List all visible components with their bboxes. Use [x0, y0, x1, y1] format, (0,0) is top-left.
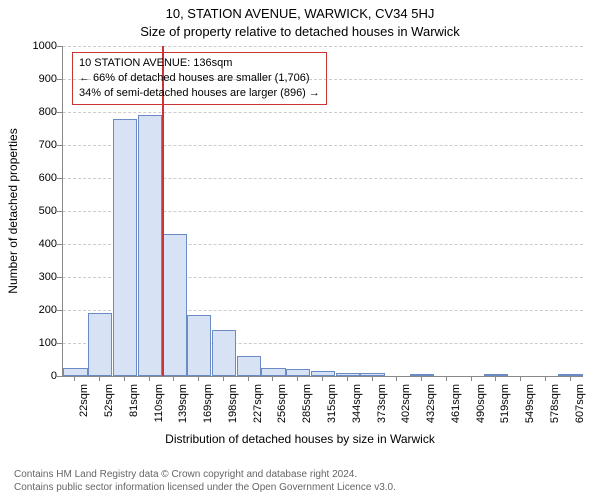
histogram-bar	[162, 234, 186, 376]
y-tick-mark	[57, 46, 62, 47]
x-tick-mark	[446, 376, 447, 381]
x-tick-label: 607sqm	[574, 384, 586, 423]
x-tick-label: 549sqm	[524, 384, 536, 423]
histogram-bar	[88, 313, 112, 376]
x-tick-label: 461sqm	[450, 384, 462, 423]
histogram-bar	[138, 115, 162, 376]
y-tick-label: 700	[39, 139, 57, 151]
annotation-box: 10 STATION AVENUE: 136sqm← 66% of detach…	[72, 52, 327, 105]
annotation-line: 10 STATION AVENUE: 136sqm	[79, 56, 320, 71]
footer-line-1: Contains HM Land Registry data © Crown c…	[14, 468, 396, 481]
x-tick-mark	[74, 376, 75, 381]
x-tick-label: 578sqm	[549, 384, 561, 423]
x-tick-mark	[198, 376, 199, 381]
chart-container: 10, STATION AVENUE, WARWICK, CV34 5HJ Si…	[0, 0, 600, 500]
y-tick-label: 1000	[33, 40, 57, 52]
histogram-bar	[187, 315, 211, 376]
x-tick-mark	[421, 376, 422, 381]
y-tick-mark	[57, 244, 62, 245]
histogram-bar	[261, 368, 285, 376]
x-tick-label: 22sqm	[78, 384, 90, 417]
x-tick-label: 432sqm	[425, 384, 437, 423]
y-tick-mark	[57, 376, 62, 377]
y-tick-mark	[57, 277, 62, 278]
annotation-line: ← 66% of detached houses are smaller (1,…	[79, 71, 320, 86]
histogram-bar	[237, 356, 261, 376]
y-tick-label: 400	[39, 238, 57, 250]
gridline	[63, 112, 583, 113]
y-tick-mark	[57, 79, 62, 80]
x-tick-mark	[520, 376, 521, 381]
histogram-bar	[286, 369, 310, 376]
y-tick-mark	[57, 310, 62, 311]
footer-line-2: Contains public sector information licen…	[14, 481, 396, 494]
x-tick-mark	[322, 376, 323, 381]
x-tick-mark	[272, 376, 273, 381]
x-tick-mark	[149, 376, 150, 381]
x-tick-label: 285sqm	[301, 384, 313, 423]
x-tick-mark	[223, 376, 224, 381]
x-tick-label: 52sqm	[103, 384, 115, 417]
y-tick-label: 100	[39, 337, 57, 349]
y-tick-mark	[57, 112, 62, 113]
y-tick-mark	[57, 178, 62, 179]
x-tick-label: 81sqm	[128, 384, 140, 417]
x-tick-label: 402sqm	[400, 384, 412, 423]
histogram-bar	[113, 119, 137, 376]
chart-subtitle: Size of property relative to detached ho…	[0, 24, 600, 39]
x-tick-label: 169sqm	[202, 384, 214, 423]
y-tick-label: 600	[39, 172, 57, 184]
x-tick-mark	[495, 376, 496, 381]
x-tick-label: 344sqm	[351, 384, 363, 423]
y-tick-mark	[57, 343, 62, 344]
x-tick-mark	[545, 376, 546, 381]
x-axis-label: Distribution of detached houses by size …	[0, 432, 600, 446]
y-tick-label: 0	[51, 370, 57, 382]
x-tick-mark	[372, 376, 373, 381]
x-tick-label: 315sqm	[326, 384, 338, 423]
x-tick-mark	[99, 376, 100, 381]
y-tick-mark	[57, 145, 62, 146]
histogram-bar	[558, 374, 582, 376]
x-tick-mark	[570, 376, 571, 381]
gridline	[63, 46, 583, 47]
x-tick-label: 256sqm	[276, 384, 288, 423]
y-axis-label: Number of detached properties	[6, 128, 20, 293]
x-tick-label: 519sqm	[499, 384, 511, 423]
x-tick-label: 198sqm	[227, 384, 239, 423]
y-tick-label: 500	[39, 205, 57, 217]
x-tick-label: 490sqm	[475, 384, 487, 423]
histogram-bar	[336, 373, 360, 376]
y-tick-mark	[57, 211, 62, 212]
x-tick-mark	[471, 376, 472, 381]
x-tick-mark	[396, 376, 397, 381]
y-tick-label: 300	[39, 271, 57, 283]
x-tick-label: 110sqm	[153, 384, 165, 422]
x-tick-mark	[297, 376, 298, 381]
x-tick-label: 139sqm	[177, 384, 189, 423]
y-tick-label: 800	[39, 106, 57, 118]
x-tick-mark	[248, 376, 249, 381]
x-tick-mark	[173, 376, 174, 381]
x-tick-mark	[347, 376, 348, 381]
x-tick-label: 227sqm	[252, 384, 264, 423]
annotation-line: 34% of semi-detached houses are larger (…	[79, 86, 320, 101]
x-tick-label: 373sqm	[376, 384, 388, 423]
y-tick-label: 200	[39, 304, 57, 316]
histogram-bar	[212, 330, 236, 376]
histogram-bar	[63, 368, 87, 376]
y-tick-label: 900	[39, 73, 57, 85]
address-title: 10, STATION AVENUE, WARWICK, CV34 5HJ	[0, 6, 600, 21]
footer-attribution: Contains HM Land Registry data © Crown c…	[14, 468, 396, 494]
x-tick-mark	[124, 376, 125, 381]
